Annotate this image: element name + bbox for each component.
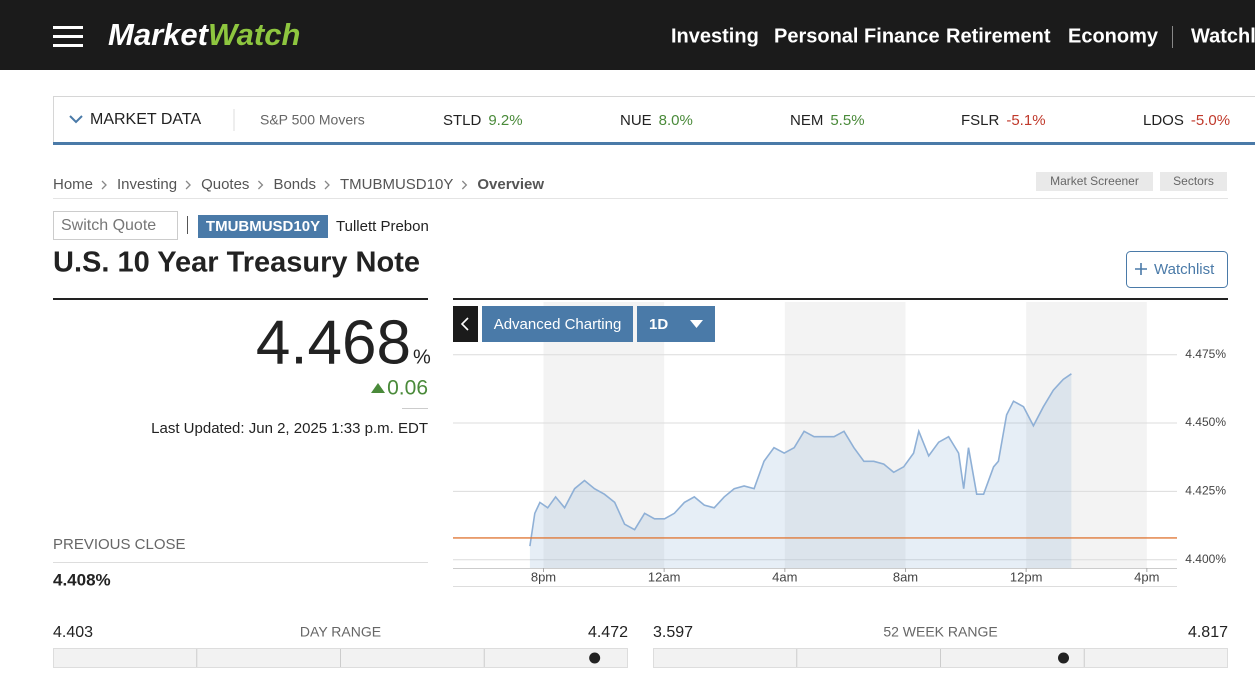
tool-button[interactable]: [1036, 172, 1153, 191]
line: [529, 373, 1072, 547]
ticker-change: 8.0%: [659, 112, 693, 129]
time-band: [784, 302, 906, 568]
previous-close: 4.408%: [53, 570, 111, 589]
tool-button[interactable]: [1160, 172, 1227, 191]
dropdown-arrow: [690, 320, 703, 328]
x-tick-label: 4am: [772, 569, 797, 584]
period-dropdown[interactable]: [637, 306, 715, 342]
breadcrumb-separator: [257, 180, 264, 190]
brand-part: Watch: [208, 17, 300, 52]
ticker-change: 5.5%: [830, 112, 864, 129]
ticker-symbol: FSLR: [961, 112, 1000, 129]
plus-icon: [1135, 263, 1147, 275]
price: 4.468: [256, 308, 411, 377]
ticker-bar: [53, 96, 1255, 144]
range-low: 3.597: [653, 624, 693, 641]
area: [529, 373, 1072, 568]
ticker-underline: [53, 142, 1255, 145]
ticker-item[interactable]: STLD 9.2%: [443, 112, 523, 129]
breadcrumb-link[interactable]: Investing: [117, 176, 177, 193]
ticker-symbol: STLD: [443, 112, 482, 129]
y-tick-label: 4.450%: [1185, 415, 1226, 429]
last-updated: Last Updated: Jun 2, 2025 1:33 p.m. EDT: [151, 420, 428, 437]
x-tick-label: 12pm: [1010, 569, 1043, 584]
up-arrow: [371, 383, 385, 393]
brand-part: Market: [108, 17, 210, 52]
watchlist-button-label: Watchlist: [1154, 261, 1215, 278]
nav-link[interactable]: Economy: [1068, 25, 1159, 47]
watchlist-button[interactable]: [1126, 251, 1228, 288]
range-label: 52 WEEK RANGE: [883, 624, 997, 640]
price-unit: %: [413, 346, 431, 368]
section-rule: [53, 298, 428, 300]
breadcrumb-link[interactable]: Bonds: [273, 176, 316, 193]
ticker-change: 9.2%: [488, 112, 522, 129]
button-label: Advanced Charting: [494, 316, 622, 333]
time-band: [543, 302, 665, 568]
range-low: 4.403: [53, 624, 93, 641]
ticker-item[interactable]: NUE 8.0%: [620, 112, 693, 129]
menu-icon[interactable]: [53, 26, 83, 47]
x-tick-label: 8am: [893, 569, 918, 584]
range-marker: [589, 652, 601, 664]
breadcrumb-link[interactable]: Quotes: [201, 176, 249, 193]
x-tick-label: 12am: [648, 569, 681, 584]
range-high: 4.817: [1188, 624, 1228, 641]
x-tick-label: 4pm: [1134, 569, 1159, 584]
ticker-change: -5.0%: [1191, 112, 1230, 129]
breadcrumb-link[interactable]: TMUBMUSD10Y: [340, 176, 453, 193]
range-high: 4.472: [588, 624, 628, 641]
ticker-item[interactable]: LDOS -5.0%: [1143, 112, 1230, 129]
collapse-button[interactable]: [453, 306, 478, 342]
y-tick-label: 4.425%: [1185, 484, 1226, 498]
menu-line: [53, 44, 83, 47]
brand-logo[interactable]: MarketWatch: [108, 17, 300, 52]
range-marker: [1058, 652, 1070, 664]
section-rule: [453, 298, 1228, 300]
menu-line: [53, 35, 83, 38]
quote-source: Tullett Prebon: [336, 218, 429, 235]
market-data-label[interactable]: MARKET DATA: [90, 111, 201, 128]
tool-button-label: Sectors: [1173, 174, 1214, 188]
price-change: 0.06: [387, 377, 428, 400]
advanced-charting-button[interactable]: [482, 306, 633, 342]
nav-link[interactable]: Watchlist: [1191, 25, 1255, 47]
symbol: TMUBMUSD10Y: [206, 218, 320, 235]
range-label: DAY RANGE: [300, 624, 381, 640]
y-tick-label: 4.475%: [1185, 347, 1226, 361]
ticker-symbol: NUE: [620, 112, 652, 129]
breadcrumb-separator: [185, 180, 191, 190]
chevron-down: [69, 115, 83, 124]
nav-link[interactable]: Retirement: [946, 25, 1051, 47]
x-tick-label: 8pm: [531, 569, 556, 584]
ticker-change: -5.1%: [1006, 112, 1045, 129]
ticker-item[interactable]: NEM 5.5%: [790, 112, 865, 129]
chevron-left: [460, 317, 469, 331]
ticker-item[interactable]: FSLR -5.1%: [961, 112, 1046, 129]
nav-link[interactable]: Investing: [671, 25, 759, 47]
ticker-symbol: NEM: [790, 112, 823, 129]
tool-button-label: Market Screener: [1050, 174, 1139, 188]
nav-link[interactable]: Personal Finance: [774, 25, 940, 47]
breadcrumb-link: Overview: [477, 176, 544, 193]
breadcrumb-separator: [101, 180, 107, 190]
previous-close-label: PREVIOUS CLOSE: [53, 536, 186, 553]
time-band: [1026, 302, 1147, 568]
quote-title: U.S. 10 Year Treasury Note: [53, 247, 420, 279]
breadcrumb-separator: [324, 180, 330, 190]
symbol-badge: [198, 215, 328, 238]
input-placeholder: Switch Quote: [61, 217, 156, 234]
ticker-symbol: LDOS: [1143, 112, 1184, 129]
breadcrumb-separator: [461, 180, 468, 190]
switch-quote-input[interactable]: [53, 211, 178, 240]
header-bar: [0, 0, 1255, 70]
movers-group[interactable]: S&P 500 Movers: [260, 112, 365, 128]
period-label: 1D: [649, 316, 668, 333]
y-tick-label: 4.400%: [1185, 552, 1226, 566]
breadcrumb-link[interactable]: Home: [53, 176, 93, 193]
menu-line: [53, 26, 83, 29]
